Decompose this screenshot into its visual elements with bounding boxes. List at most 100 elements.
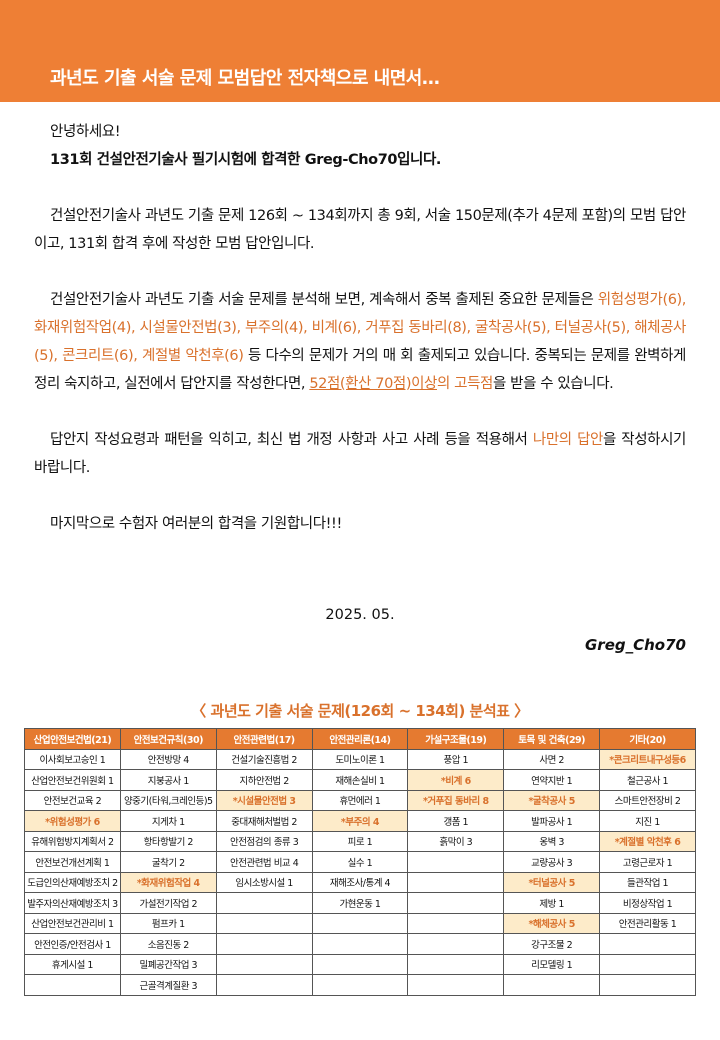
table-cell: 안전방망 4: [119, 748, 217, 770]
table-cell: 흙막이 3: [407, 830, 505, 852]
table-cell: 철근공사 1: [599, 769, 696, 791]
table-cell: *부주의 4: [311, 810, 409, 832]
table-cell: 안전보건개선계획 1: [24, 851, 121, 873]
table-cell: 안전관리활동 1: [599, 912, 696, 934]
table-cell: 밀폐공간작업 3: [119, 953, 217, 975]
column-header: 안전관리론(14): [311, 728, 409, 750]
table-cell: 굴착기 2: [119, 851, 217, 873]
table-cell: [311, 912, 409, 934]
table-cell: *위험성평가 6: [24, 810, 121, 832]
table-cell: [215, 974, 313, 996]
table-cell: *비계 6: [407, 769, 505, 791]
table-cell: 도급인의산재예방조치 2: [24, 871, 121, 893]
table-cell: [407, 851, 505, 873]
table-cell: 사면 2: [503, 748, 601, 770]
table-cell: 연약지반 1: [503, 769, 601, 791]
text: 을 작성하시기 바랍니다.: [34, 432, 686, 476]
table-cell: *시설물안전법 3: [215, 789, 313, 811]
text: 건설안전기술사 과년도 기출 서술 문제를 분석해 보면, 계속해서 중복 출제…: [50, 292, 598, 308]
paragraph-4: 마지막으로 수험자 여러분의 합격을 기원합니다!!!: [50, 516, 342, 532]
table-cell: 가설전기작업 2: [119, 892, 217, 914]
table-cell: [215, 933, 313, 955]
table-cell: 이사회보고승인 1: [24, 748, 121, 770]
table-cell: [407, 933, 505, 955]
text: 등 다수의 문제가 거의 매 회 출제되고 있습니다. 중복되는 문제를 완벽하…: [34, 348, 686, 392]
table-cell: 중대재해처벌법 2: [215, 810, 313, 832]
greeting: 안녕하세요!: [50, 124, 121, 140]
table-cell: *터널공사 5: [503, 871, 601, 893]
table-cell: 임시소방시설 1: [215, 871, 313, 893]
table-row: 이사회보고승인 1 안전방망 4 건설기술진흥법 2 도미노이론 1 풍압 1 사면 2 *…: [24, 748, 696, 770]
table-cell: *거푸집 동바리 8: [407, 789, 505, 811]
table-cell: [311, 974, 409, 996]
table-cell: 제방 1: [503, 892, 601, 914]
column-header: 안전관련법(17): [215, 728, 313, 750]
table-cell: [407, 953, 505, 975]
column-header: 토목 및 건축(29): [503, 728, 601, 750]
column-header: 기타(20): [599, 728, 696, 750]
table-cell: [599, 933, 696, 955]
table-cell: 유해위험방지계획서 2: [24, 830, 121, 852]
table-cell: [599, 974, 696, 996]
paragraph-1: 건설안전기술사 과년도 기출 문제 126회 ~ 134회까지 총 9회, 서술…: [34, 208, 686, 252]
table-cell: 근골격계질환 3: [119, 974, 217, 996]
intro-line: 131회 건설안전기술사 필기시험에 합격한 Greg-Cho70입니다.: [50, 152, 442, 168]
title-banner: 과년도 기출 서술 문제 모범답안 전자책으로 내면서…: [0, 0, 720, 102]
table-cell: 휴게시설 1: [24, 953, 121, 975]
table-cell: 교량공사 3: [503, 851, 601, 873]
table-row: 산업안전보건위원회 1 지붕공사 1 지하안전법 2 재해손실비 1 *비계 6 연약지반…: [24, 769, 696, 791]
table-cell: [311, 953, 409, 975]
table-cell: 옹벽 3: [503, 830, 601, 852]
table-cell: 지게차 1: [119, 810, 217, 832]
table-row: 근골격계질환 3: [24, 974, 696, 996]
paragraph-3: 답안지 작성요령과 패턴을 익히고, 최신 법 개정 사항과 사고 사례 등을 …: [34, 426, 686, 482]
column-header: 산업안전보건법(21): [24, 728, 121, 750]
table-cell: 지진 1: [599, 810, 696, 832]
text: 을 받을 수 있습니다.: [492, 376, 614, 392]
table-cell: *화재위험작업 4: [119, 871, 217, 893]
table-title: 〈 과년도 기출 서술 문제(126회 ~ 134회) 분석표 〉: [191, 702, 529, 720]
table-cell: 도미노이론 1: [311, 748, 409, 770]
table-cell: 스마트안전장비 2: [599, 789, 696, 811]
table-cell: 갱폼 1: [407, 810, 505, 832]
text: 답안지 작성요령과 패턴을 익히고, 최신 법 개정 사항과 사고 사례 등을 …: [50, 432, 533, 448]
table-cell: 소음진동 2: [119, 933, 217, 955]
table-row: 도급인의산재예방조치 2 *화재위험작업 4 임시소방시설 1 재해조사/통계 4 *터…: [24, 871, 696, 893]
table-cell: 양중기(타워,크레인등)5: [119, 789, 217, 811]
table-cell: 건설기술진흥법 2: [215, 748, 313, 770]
table-row: *위험성평가 6 지게차 1 중대재해처벌법 2 *부주의 4 갱폼 1 발파공사 1 지진…: [24, 810, 696, 832]
table-cell: 피로 1: [311, 830, 409, 852]
table-cell: 리모델링 1: [503, 953, 601, 975]
column-header: 가설구조물(19): [407, 728, 505, 750]
table-cell: 발파공사 1: [503, 810, 601, 832]
table-cell: 고령근로자 1: [599, 851, 696, 873]
table-cell: 재해손실비 1: [311, 769, 409, 791]
table-cell: 재해조사/통계 4: [311, 871, 409, 893]
table-cell: 펌프카 1: [119, 912, 217, 934]
date: 2025. 05.: [325, 607, 395, 623]
table-cell: 안전관련법 비교 4: [215, 851, 313, 873]
table-cell: [407, 974, 505, 996]
table-row: 산업안전보건관리비 1 펌프카 1 *해체공사 5 안전관리활동 1: [24, 912, 696, 934]
table-cell: *굴착공사 5: [503, 789, 601, 811]
table-cell: 지붕공사 1: [119, 769, 217, 791]
table-cell: [215, 912, 313, 934]
signature: Greg_Cho70: [585, 636, 686, 654]
table-row: 휴게시설 1 밀폐공간작업 3 리모델링 1: [24, 953, 696, 975]
table-cell: [215, 953, 313, 975]
page-title: 과년도 기출 서술 문제 모범답안 전자책으로 내면서…: [50, 68, 440, 89]
table-cell: 산업안전보건관리비 1: [24, 912, 121, 934]
table-cell: [407, 871, 505, 893]
table-cell: 산업안전보건위원회 1: [24, 769, 121, 791]
score-highlight: 52점(환산 70점)이상: [309, 376, 437, 392]
text-highlight: 나만의 답안: [532, 432, 603, 448]
table-cell: 가현운동 1: [311, 892, 409, 914]
letter-body: 안녕하세요! 131회 건설안전기술사 필기시험에 합격한 Greg-Cho70입…: [34, 118, 686, 566]
table-cell: [24, 974, 121, 996]
table-row: 안전인증/안전검사 1 소음진동 2 강구조물 2: [24, 933, 696, 955]
table-cell: [503, 974, 601, 996]
table-cell: *콘크리트내구성등6: [599, 748, 696, 770]
table-cell: [407, 912, 505, 934]
table-cell: 휴먼에러 1: [311, 789, 409, 811]
table-cell: 항타항발기 2: [119, 830, 217, 852]
